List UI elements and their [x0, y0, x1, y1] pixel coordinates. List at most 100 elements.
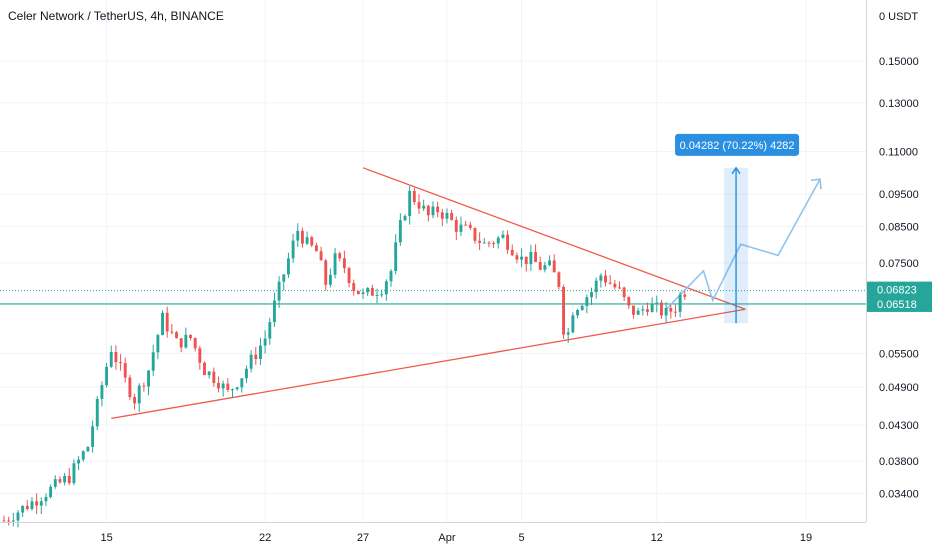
candle-body	[398, 220, 402, 243]
candle-body	[263, 338, 267, 346]
measure-label: 0.04282 (70.22%) 4282	[680, 140, 795, 152]
candle-body	[660, 302, 663, 316]
candle-body	[384, 281, 388, 295]
candle-body	[35, 501, 39, 506]
candle-body	[599, 275, 603, 281]
candle-body	[636, 310, 640, 315]
candle-body	[91, 426, 95, 447]
candle-body	[305, 237, 309, 244]
candle-body	[459, 224, 463, 232]
drawing-layer[interactable]	[0, 167, 866, 420]
candle-body	[277, 281, 281, 301]
candle-body	[72, 463, 76, 484]
candle-body	[25, 505, 29, 510]
y-tick-label: 0.04900	[879, 382, 919, 394]
candle-body	[109, 352, 113, 367]
candle-body	[81, 451, 85, 460]
candle-body	[67, 475, 71, 484]
candle-body	[273, 300, 276, 323]
candle-body	[417, 202, 421, 209]
candle-body	[450, 212, 454, 220]
candle-body	[655, 302, 659, 305]
candle-body	[566, 332, 570, 335]
candle-body	[590, 292, 593, 298]
support-price-tag	[867, 295, 932, 312]
triangle-upper-line	[362, 167, 746, 310]
candle-body	[203, 362, 206, 376]
candle-body	[249, 354, 253, 369]
candle-body	[324, 260, 328, 285]
candle-body	[286, 258, 290, 275]
candle-body	[408, 190, 412, 217]
y-tick-label: 0.05500	[879, 348, 919, 360]
candle-body	[436, 206, 440, 213]
candle-body	[235, 387, 239, 390]
candle-body	[95, 398, 99, 427]
candle-body	[221, 383, 225, 389]
candle-body	[422, 205, 426, 209]
candle-body	[669, 307, 673, 312]
candle-body	[342, 258, 346, 269]
candle-body	[487, 242, 491, 244]
candle-body	[445, 212, 449, 219]
candle-body	[543, 265, 547, 270]
candle-body	[16, 512, 20, 521]
candle-body	[375, 294, 379, 296]
candle-body	[217, 383, 220, 389]
candle-body	[520, 256, 524, 260]
candle-body	[347, 268, 351, 284]
candle-body	[7, 520, 11, 522]
y-tick-label: 0.13000	[879, 98, 919, 110]
candle-body	[170, 331, 174, 333]
candle-body	[585, 297, 589, 306]
candle-body	[538, 262, 542, 270]
time-axis[interactable]: 15 22 27 Apr 5 12 19	[0, 522, 866, 551]
candle-body	[259, 345, 262, 359]
candle-body	[534, 252, 538, 263]
y-tick-label: 0.08500	[879, 222, 919, 234]
candle-body	[184, 334, 188, 348]
candle-body	[133, 397, 137, 404]
chart-title: Celer Network / TetherUS, 4h, BINANCE	[8, 9, 224, 23]
candle-body	[352, 283, 356, 292]
x-tick-label: Apr	[438, 532, 455, 544]
y-tick-label: 0.03400	[879, 489, 919, 501]
candle-body	[464, 224, 468, 226]
candle-body	[231, 389, 234, 391]
last-price-label: 0.06823	[877, 285, 917, 297]
candle-body	[478, 240, 482, 243]
candle-body	[291, 240, 295, 259]
candle-body	[161, 312, 164, 336]
y-tick-label: 0.04300	[879, 420, 919, 432]
candle-body	[245, 368, 248, 379]
candle-body	[496, 237, 500, 244]
projection-path	[665, 178, 821, 310]
candle-body	[193, 338, 197, 349]
candle-body	[11, 520, 15, 522]
candle-body	[412, 190, 416, 203]
candle-body	[310, 237, 314, 246]
candle-body	[226, 383, 230, 390]
projection-arrowhead	[810, 178, 822, 190]
candle-body	[86, 446, 90, 452]
candle-body	[562, 286, 565, 335]
candle-body	[618, 287, 621, 289]
candle-body	[529, 252, 533, 265]
candle-body	[627, 296, 631, 306]
candle-body	[53, 479, 57, 487]
price-axis[interactable]: 0.15000 0.13000 0.11000 0.09500 0.08500 0.075…	[866, 0, 932, 522]
candle-body	[49, 486, 53, 498]
candle-body	[440, 212, 444, 219]
candle-body	[492, 242, 496, 244]
candle-body	[403, 216, 407, 221]
candle-body	[524, 256, 528, 265]
candle-body	[580, 305, 584, 310]
time-axis-canvas: 15 22 27 Apr 5 12 19	[100, 532, 812, 544]
y-tick-label: 0.15000	[879, 56, 919, 68]
candle-body	[394, 242, 398, 272]
candle-body	[147, 370, 150, 387]
candle-body	[426, 205, 430, 216]
grid	[0, 0, 866, 522]
